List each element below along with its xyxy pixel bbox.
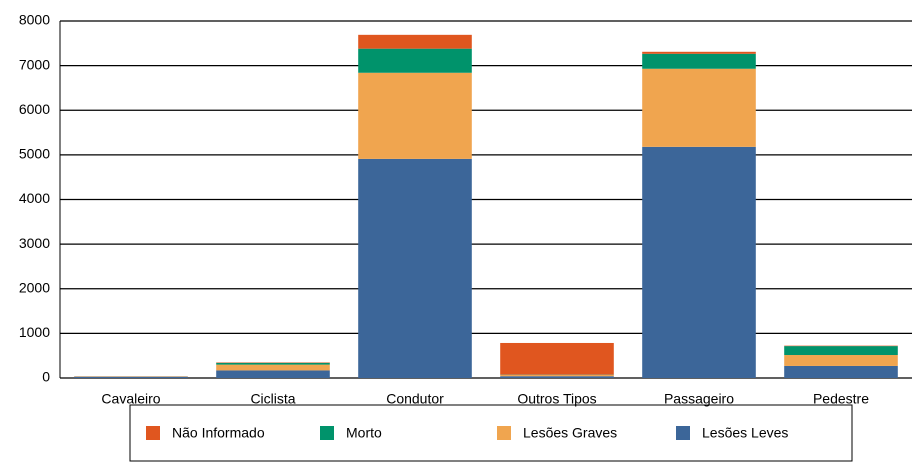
x-tick-label: Passageiro: [664, 391, 734, 407]
bar-segment: [358, 73, 472, 159]
legend-swatch: [676, 426, 690, 440]
legend-label: Não Informado: [172, 425, 265, 441]
y-tick-label: 1000: [19, 324, 50, 340]
x-tick-label: Pedestre: [813, 391, 869, 407]
bar-segment: [642, 147, 756, 378]
y-tick-label: 5000: [19, 146, 50, 162]
x-tick-label: Outros Tipos: [517, 391, 596, 407]
bar-segment: [358, 49, 472, 73]
x-tick-label: Ciclista: [250, 391, 295, 407]
bar-segment: [74, 377, 188, 378]
legend-label: Lesões Graves: [523, 425, 617, 441]
x-tick-label: Condutor: [386, 391, 444, 407]
bar-segment: [216, 365, 330, 371]
bar-segment: [216, 370, 330, 378]
bar-segment: [500, 375, 614, 376]
legend-label: Lesões Leves: [702, 425, 788, 441]
y-tick-label: 7000: [19, 56, 50, 72]
bar-segment: [500, 343, 614, 375]
bar-segment: [642, 69, 756, 147]
y-tick-label: 8000: [19, 12, 50, 28]
bar-segment: [500, 376, 614, 378]
bar-segment: [642, 54, 756, 69]
legend-swatch: [497, 426, 511, 440]
bar-segment: [216, 363, 330, 365]
bar-segment: [784, 366, 898, 378]
legend-swatch: [320, 426, 334, 440]
y-tick-label: 3000: [19, 235, 50, 251]
y-tick-label: 2000: [19, 279, 50, 295]
bar-segment: [642, 52, 756, 54]
bar-segment: [358, 35, 472, 49]
y-tick-label: 6000: [19, 101, 50, 117]
bar-segment: [784, 355, 898, 366]
legend-swatch: [146, 426, 160, 440]
bar-segment: [358, 159, 472, 378]
bar-segment: [784, 346, 898, 355]
x-tick-label: Cavaleiro: [101, 391, 160, 407]
y-tick-label: 4000: [19, 190, 50, 206]
legend-label: Morto: [346, 425, 382, 441]
y-tick-label: 0: [42, 369, 50, 385]
